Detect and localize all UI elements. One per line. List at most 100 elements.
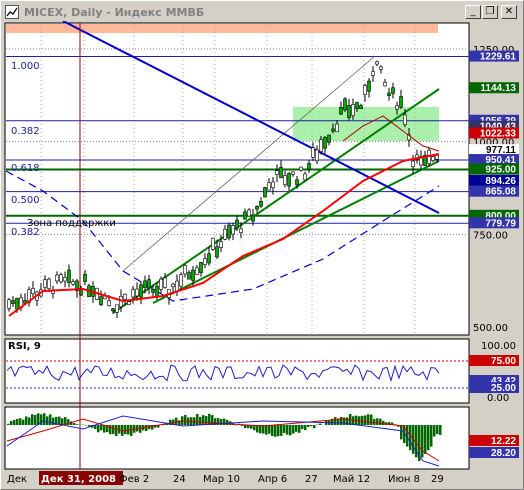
macd-bar (13, 420, 16, 425)
candle-body (279, 166, 283, 179)
macd-bar (205, 416, 208, 425)
minimize-icon[interactable]: _ (465, 5, 481, 19)
candle-body (339, 106, 343, 115)
macd-bar (130, 425, 133, 436)
time-axis-label: 24 (173, 474, 186, 485)
macd-bar (373, 419, 376, 425)
macd-bar (409, 425, 412, 451)
candle-body (63, 277, 67, 282)
candle-body (143, 280, 147, 288)
candle-body (255, 206, 259, 210)
macd-bar (154, 425, 157, 428)
macd-bar (400, 425, 403, 440)
candle-body (75, 280, 79, 292)
candle-body (351, 104, 355, 116)
macd-bar (271, 425, 274, 437)
candle-body (311, 147, 315, 158)
macd-bar (199, 416, 202, 425)
rsi-tag-bg (469, 382, 519, 393)
macd-tag: 28.20 (491, 448, 516, 459)
macd-bar (193, 417, 196, 425)
channel-line (122, 55, 376, 272)
support-zone-label: Зона поддержки (27, 218, 116, 229)
macd-tag: 12.22 (491, 436, 516, 447)
candle-body (271, 181, 275, 188)
macd-tag-bg (469, 435, 519, 446)
macd-bar (40, 414, 43, 425)
candle-body (263, 187, 267, 198)
macd-bar (118, 425, 121, 434)
rsi-panel[interactable] (4, 338, 470, 404)
time-axis-label: Июн 8 (388, 474, 420, 485)
macd-bar (25, 416, 28, 425)
macd-bar (223, 418, 226, 425)
price-tag-bg (469, 82, 519, 94)
price-tag-bg (469, 50, 519, 62)
candle-body (179, 274, 183, 287)
chart-window-icon (5, 5, 19, 19)
uptrend-line (112, 88, 440, 314)
candle-body (123, 293, 127, 300)
candle-body (299, 166, 303, 171)
chart-area[interactable]: RSI, 9 1250.00 1000.00 750.00 500.00 1229.61… (3, 21, 521, 487)
candle-body (71, 281, 75, 285)
time-axis-label: 27 (305, 474, 318, 485)
macd-bar (439, 425, 442, 435)
moving-averages (8, 115, 440, 317)
candle-body (403, 114, 407, 125)
candle-body (239, 228, 243, 234)
candle-body (83, 274, 87, 282)
candle-body (155, 285, 159, 298)
candle-body (331, 128, 335, 132)
candle-body (431, 156, 435, 161)
price-tag: 779.79 (485, 218, 516, 229)
macd-bar (244, 425, 247, 429)
macd-bar (7, 423, 10, 425)
macd-bar (28, 417, 31, 425)
macd-bar (43, 413, 46, 425)
ma-short-line (342, 115, 440, 152)
macd-bar (361, 415, 364, 425)
candle-body (7, 299, 11, 309)
candle-body (219, 241, 223, 248)
rsi-lines (6, 360, 469, 389)
price-scale-label: 1250.00 (473, 45, 514, 56)
macd-bar (55, 416, 58, 425)
price-tag-bg (469, 217, 519, 229)
candle-body (295, 179, 299, 186)
macd-bar (334, 417, 337, 425)
restore-icon[interactable]: ❐ (482, 5, 498, 19)
candle-body (203, 258, 207, 265)
macd-bar (94, 425, 97, 430)
main-panel[interactable] (4, 22, 470, 336)
rsi-label: RSI, 9 (8, 341, 41, 352)
macd-bar (106, 425, 109, 433)
candle-body (275, 170, 279, 176)
macd-bar (49, 414, 52, 425)
candle-body (327, 134, 331, 143)
macd-bar (112, 425, 115, 435)
macd-panel[interactable] (4, 406, 470, 470)
candle-body (147, 279, 151, 289)
macd-bar (262, 425, 265, 434)
time-axis-label: Дек (7, 474, 27, 485)
price-tag-bg (469, 120, 519, 132)
price-tag: 1040.43 (480, 122, 517, 133)
rsi-tag: 43.42 (491, 376, 516, 387)
candle-body (383, 82, 387, 87)
macd-bar (226, 419, 229, 425)
macd-bar (103, 425, 106, 433)
macd-bar (283, 425, 286, 433)
macd-bar (319, 423, 322, 425)
close-icon[interactable]: ✕ (501, 5, 517, 19)
macd-tag-bg (469, 447, 519, 458)
candle-body (27, 289, 31, 303)
price-tag-bg (469, 127, 519, 139)
time-axis[interactable]: Дек Дек 31, 2008 Фев 2 24 Мар 10 Апр 6 27 Май 1… (7, 471, 444, 485)
time-axis-label: Апр 6 (258, 474, 287, 485)
title-bar[interactable]: MICEX, Daily - Индекс ММВБ _ ❐ ✕ (3, 3, 521, 21)
macd-bar (73, 423, 76, 425)
candle-body (267, 182, 271, 191)
candle-body (307, 163, 311, 170)
candle-body (223, 228, 227, 240)
